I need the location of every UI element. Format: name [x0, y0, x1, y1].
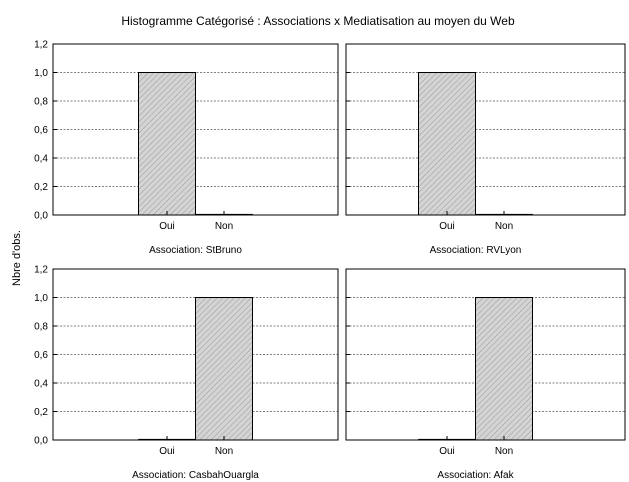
bar: [195, 297, 253, 441]
panel-label: Association: CasbahOuargla: [132, 470, 259, 481]
y-tick-label: 1,0: [34, 68, 48, 79]
panel-label: Association: Afak: [437, 470, 514, 481]
bar: [475, 297, 533, 441]
x-category-label: Oui: [439, 221, 455, 232]
x-category-label: Oui: [159, 446, 175, 457]
y-tick-label: 0,2: [34, 182, 48, 193]
y-tick-label: 0,6: [34, 125, 48, 136]
y-tick-label: 0,0: [34, 436, 48, 447]
y-tick-label: 0,6: [34, 350, 48, 361]
x-category-label: Non: [495, 446, 513, 457]
chart-panel: 0,0 0,2 0,4 0,6 0,8 1,0 1,2 Oui Non Association: …: [34, 40, 339, 256]
y-tick-label: 0,8: [34, 97, 48, 108]
y-tick-label: 1,2: [34, 40, 48, 51]
panel-label: Association: StBruno: [149, 245, 242, 256]
x-category-label: Non: [215, 446, 233, 457]
y-axis-label: Nbre d'obs.: [11, 230, 23, 286]
y-tick-label: 0,4: [34, 379, 48, 390]
bar: [138, 72, 196, 216]
panel-frame: [345, 43, 626, 216]
panel-frame: [52, 268, 339, 441]
x-category-label: Non: [215, 221, 233, 232]
y-tick-label: 1,0: [34, 293, 48, 304]
chart-panel: Oui Non Association: Afak: [345, 268, 626, 481]
y-tick-label: 0,4: [34, 154, 48, 165]
panel-frame: [52, 43, 339, 216]
y-tick-label: 1,2: [34, 265, 48, 276]
bar: [418, 72, 476, 216]
y-tick-label: 0,2: [34, 407, 48, 418]
x-category-label: Oui: [439, 446, 455, 457]
y-tick-label: 0,8: [34, 322, 48, 333]
chart-title: Histogramme Catégorisé : Associations x …: [121, 14, 515, 28]
chart-panel: Oui Non Association: RVLyon: [345, 43, 626, 256]
x-category-label: Oui: [159, 221, 175, 232]
x-category-label: Non: [495, 221, 513, 232]
panel-label: Association: RVLyon: [430, 245, 522, 256]
y-tick-label: 0,0: [34, 211, 48, 222]
panel-frame: [345, 268, 626, 441]
chart-panel: 0,0 0,2 0,4 0,6 0,8 1,0 1,2 Oui Non Association: …: [34, 265, 339, 481]
